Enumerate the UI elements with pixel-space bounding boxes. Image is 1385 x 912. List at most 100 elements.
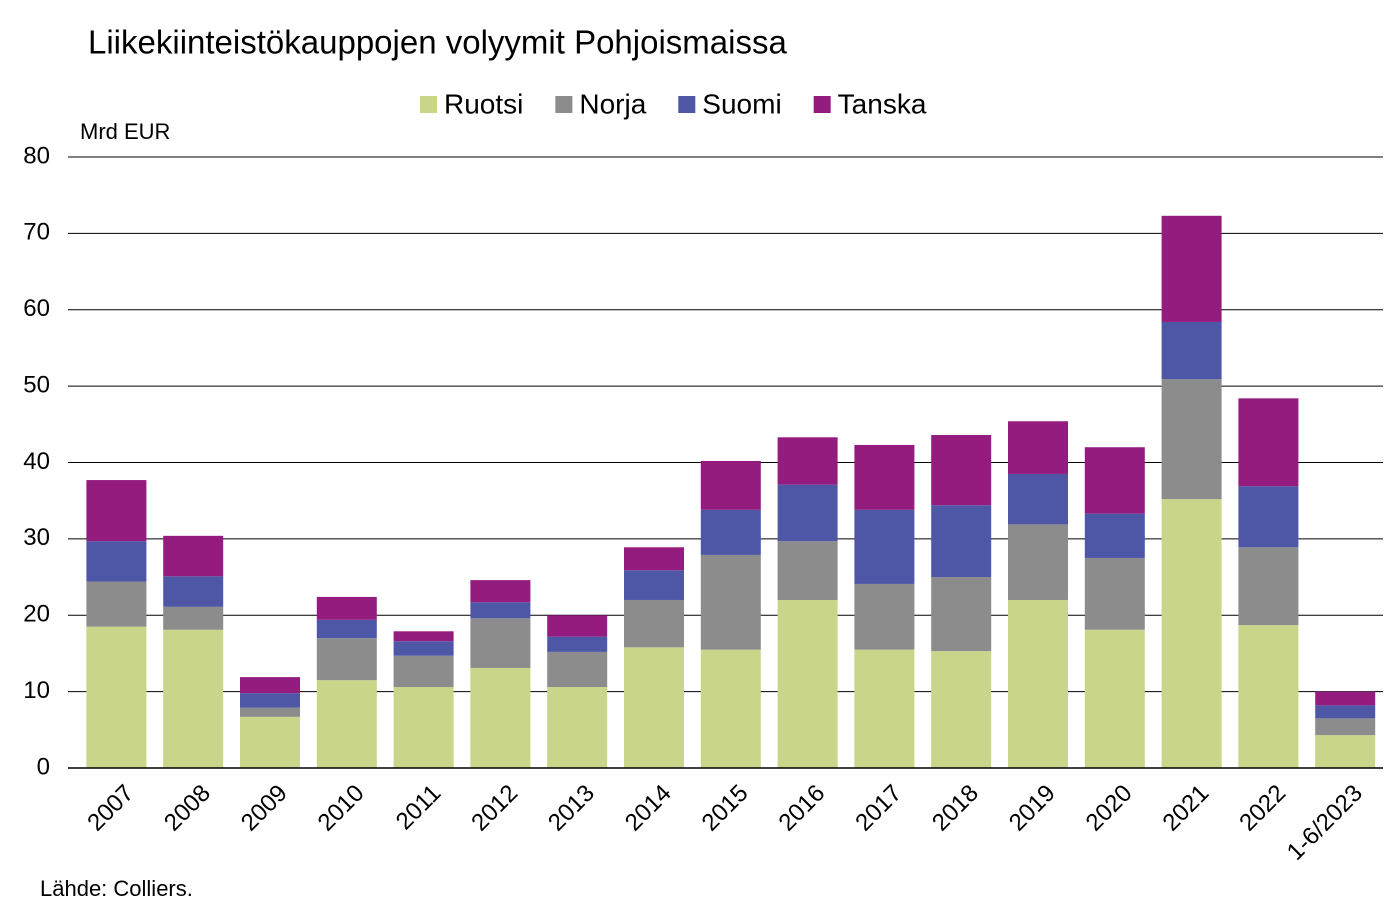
bar-segment	[1238, 625, 1299, 768]
bar-segment	[86, 480, 147, 542]
bar-segment	[1315, 735, 1376, 768]
bar-segment	[240, 693, 300, 708]
bar-segment	[1084, 447, 1145, 514]
bar-segment	[470, 618, 531, 668]
x-tick-label: 1-6/2023	[1282, 780, 1368, 866]
bar-segment	[316, 680, 377, 768]
bar-segment	[1161, 499, 1222, 768]
bar-segment	[547, 636, 608, 652]
legend-label: Tanska	[838, 88, 927, 119]
legend-swatch	[678, 96, 696, 113]
y-tick-label: 40	[23, 448, 50, 475]
legend-swatch	[813, 96, 831, 113]
bar-segment	[854, 509, 915, 584]
y-tick-label: 30	[23, 524, 50, 551]
x-tick-label: 2011	[391, 780, 447, 836]
y-tick-label: 50	[23, 371, 50, 398]
bar-segment	[547, 651, 608, 688]
bar-segment	[86, 581, 147, 627]
bar-segment	[1238, 486, 1299, 548]
bar-segment	[470, 667, 531, 768]
bar-segment	[700, 554, 761, 650]
bar-segment	[700, 649, 761, 768]
y-tick-label: 70	[23, 219, 50, 246]
bar-segment	[777, 599, 838, 768]
source-note: Lähde: Colliers.	[40, 876, 193, 901]
bar-segment	[316, 619, 377, 639]
bar-segment	[470, 580, 531, 603]
bar-segment	[1084, 513, 1145, 558]
y-tick-label: 20	[23, 601, 50, 628]
bar-segment	[931, 435, 992, 506]
bar-segment	[240, 716, 300, 768]
bar-segment	[1315, 718, 1376, 736]
bar-segment	[163, 606, 224, 630]
x-tick-label: 2009	[236, 780, 293, 837]
bar-segment	[1238, 547, 1299, 626]
bar-segment	[777, 437, 838, 485]
bar-segment	[163, 629, 224, 768]
bar-segment	[931, 577, 992, 652]
bar-segment	[777, 541, 838, 600]
x-tick-label: 2017	[850, 780, 907, 837]
x-tick-label: 2021	[1157, 780, 1214, 837]
x-tick-label: 2020	[1081, 780, 1138, 837]
x-tick-label: 2018	[927, 780, 984, 837]
legend-swatch	[555, 96, 573, 113]
bar-segment	[1084, 629, 1145, 768]
x-tick-label: 2016	[773, 780, 830, 837]
bar-segment	[624, 599, 684, 648]
bar-segment	[931, 651, 992, 768]
legend-label: Norja	[579, 88, 646, 119]
bar-segment	[777, 484, 838, 542]
bar-segment	[240, 677, 300, 694]
bar-segment	[1008, 524, 1068, 600]
bar-segment	[700, 460, 761, 510]
bar-segment	[163, 576, 224, 607]
x-tick-label: 2012	[466, 780, 523, 837]
bar-segment	[163, 535, 224, 577]
bar-segment	[393, 631, 454, 642]
bar-segment	[1161, 215, 1222, 322]
bar-segment	[854, 649, 915, 768]
bar-segment	[1238, 398, 1299, 487]
bar-segment	[931, 505, 992, 578]
x-tick-label: 2010	[313, 780, 370, 837]
bar-segment	[1008, 599, 1068, 768]
y-tick-label: 10	[23, 677, 50, 704]
x-tick-label: 2014	[620, 780, 677, 837]
bar-segment	[86, 541, 147, 582]
bar-segment	[624, 547, 684, 571]
bar-segment	[1008, 473, 1068, 525]
chart-title: Liikekiinteistökauppojen volyymit Pohjoi…	[88, 24, 787, 61]
bar-segment	[86, 626, 147, 768]
bar-segment	[854, 444, 915, 510]
bar-segment	[624, 570, 684, 600]
bar-segment	[1008, 421, 1068, 474]
y-tick-label: 80	[23, 142, 50, 169]
x-tick-label: 2015	[697, 780, 754, 837]
bar-segment	[1161, 321, 1222, 380]
bar-segment	[393, 641, 454, 656]
bar-segment	[700, 509, 761, 555]
x-tick-label: 2008	[159, 780, 216, 837]
x-tick-label: 2013	[543, 780, 600, 837]
bar-segment	[316, 638, 377, 681]
legend-swatch	[420, 96, 437, 113]
x-tick-label: 2022	[1234, 780, 1291, 837]
bar-segment	[470, 602, 531, 619]
bar-segment	[854, 583, 915, 650]
bar-segment	[1315, 691, 1376, 706]
bar-segment	[316, 596, 377, 620]
bar-segment	[393, 687, 454, 768]
bar-segment	[240, 707, 300, 717]
y-axis-label: Mrd EUR	[80, 119, 170, 144]
y-tick-label: 0	[37, 753, 50, 780]
bar-segment	[1161, 379, 1222, 500]
bar-segment	[624, 647, 684, 768]
y-tick-label: 60	[23, 295, 50, 322]
bar-segment	[547, 687, 608, 768]
bar-segment	[547, 615, 608, 637]
legend-label: Suomi	[702, 88, 781, 119]
